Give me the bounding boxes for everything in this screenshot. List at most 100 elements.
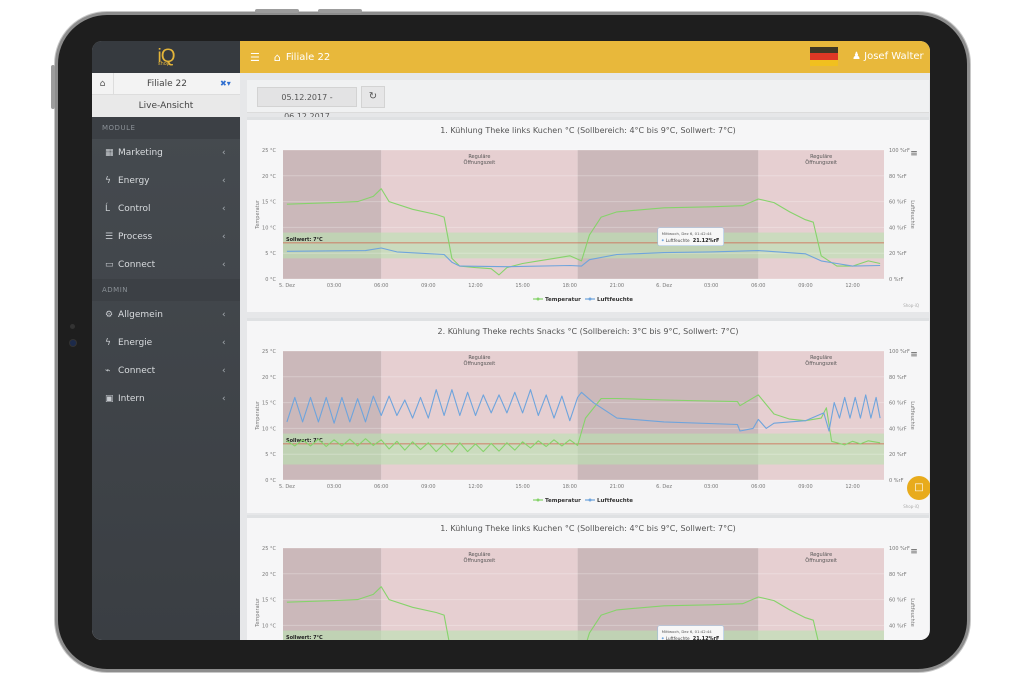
y-tick-label: 5 °C: [265, 452, 276, 458]
y2-tick-label: 20 %rF: [889, 452, 907, 458]
tools-dropdown-icon[interactable]: ✖▾: [220, 79, 231, 88]
legend-item[interactable]: Temperatur: [545, 498, 581, 504]
hamburger-icon[interactable]: ☰: [250, 50, 260, 64]
sidebar-item-process[interactable]: ☰ Process ‹: [92, 223, 240, 251]
sidebar-item-energie[interactable]: ϟ Energie ‹: [92, 329, 240, 357]
sidebar-section-label: MODULE: [92, 117, 240, 139]
logo-text: iQ: [157, 46, 176, 67]
x-tick-label: 06:00: [751, 484, 765, 490]
branch-selector[interactable]: ⌂ Filiale 22 ✖▾: [92, 73, 240, 95]
sidebar-item-label: Control: [118, 204, 151, 214]
sidebar-item-intern[interactable]: ▣ Intern ‹: [92, 385, 240, 413]
sidebar-item-marketing[interactable]: ▦ Marketing ‹: [92, 139, 240, 167]
power-button: [318, 9, 362, 13]
y-tick-label: 15 °C: [262, 401, 276, 407]
bolt-icon: ϟ: [105, 338, 111, 348]
legend-item[interactable]: Temperatur: [545, 297, 581, 303]
band-label: Reguläre: [468, 154, 490, 160]
x-tick-label: 6. Dez: [656, 283, 672, 289]
tooltip-time: Mittwoch, Dez 6, 01:42:44: [662, 231, 713, 236]
tooltip-value: 21.12%rF: [693, 636, 720, 640]
open-period-band: [758, 548, 884, 640]
sollwert-label: Sollwert: 7°C: [286, 635, 323, 640]
sidebar-item-control[interactable]: Ĺ Control ‹: [92, 195, 240, 223]
y2-tick-label: 20 %rF: [889, 251, 907, 257]
chart-menu-icon[interactable]: ≡: [910, 547, 918, 557]
screen: iQ shop ⌂ Filiale 22 ✖▾ Live-Ansicht MOD…: [92, 41, 930, 640]
legend-marker: [536, 498, 540, 502]
y-tick-label: 25 °C: [262, 349, 276, 355]
tooltip-marker: [661, 637, 664, 640]
closed-period-band: [283, 548, 382, 640]
x-tick-label: 18:00: [563, 283, 577, 289]
x-tick-label: 12:00: [468, 283, 482, 289]
gear-icon: ⚙: [105, 310, 114, 320]
x-tick-label: 03:00: [704, 484, 718, 490]
top-bar: ☰ ⌂ Filiale 22 ♟ Josef Walter: [240, 41, 930, 73]
user-icon: ♟: [852, 51, 861, 62]
legend-item[interactable]: Luftfeuchte: [597, 297, 633, 303]
live-view-link[interactable]: Live-Ansicht: [92, 95, 240, 117]
x-tick-label: 5. Dez: [279, 484, 295, 490]
tooltip-value: 21.12%rF: [693, 238, 720, 244]
sidebar-item-label: Marketing: [118, 148, 163, 158]
x-tick-label: 03:00: [704, 283, 718, 289]
german-flag-icon[interactable]: [810, 47, 838, 66]
tooltip-box: [657, 625, 725, 640]
refresh-icon: ↻: [368, 91, 378, 102]
chart-menu-icon[interactable]: ≡: [910, 350, 918, 360]
band-label: Öffnungszeit: [805, 159, 837, 166]
temperature-line: [286, 586, 819, 640]
x-tick-label: 15:00: [515, 484, 529, 490]
band-label: Öffnungszeit: [805, 360, 837, 367]
sidebar-item-label: Energie: [118, 338, 153, 348]
x-tick-label: 5. Dez: [279, 283, 295, 289]
sidebar-item-connect[interactable]: ▭ Connect ‹: [92, 251, 240, 279]
camera: [70, 340, 76, 346]
sidebar-item-connect[interactable]: ⌁ Connect ‹: [92, 357, 240, 385]
breadcrumb[interactable]: Filiale 22: [285, 51, 331, 63]
refresh-button[interactable]: ↻: [361, 86, 385, 108]
chart-menu-icon[interactable]: ≡: [910, 149, 918, 159]
y2-tick-label: 40 %rF: [889, 623, 907, 629]
home-icon[interactable]: ⌂: [92, 73, 114, 94]
y-tick-label: 10 °C: [262, 225, 276, 231]
side-button: [51, 65, 55, 109]
y-tick-label: 5 °C: [265, 251, 276, 257]
sidebar-item-label: Energy: [118, 176, 150, 186]
chevron-left-icon: ‹: [222, 148, 226, 158]
chevron-left-icon: ‹: [222, 338, 226, 348]
y2-tick-label: 80 %rF: [889, 174, 907, 180]
humidity-line: [286, 247, 881, 268]
chat-button[interactable]: □: [907, 476, 930, 500]
user-menu[interactable]: ♟ Josef Walter: [852, 41, 924, 73]
x-tick-label: 09:00: [798, 484, 812, 490]
soll-range-band: [283, 630, 884, 640]
x-tick-label: 21:00: [610, 283, 624, 289]
chat-icon: □: [914, 482, 924, 493]
x-tick-label: 03:00: [327, 283, 341, 289]
sidebar-item-energy[interactable]: ϟ Energy ‹: [92, 167, 240, 195]
volume-button: [255, 9, 299, 13]
y2-tick-label: 100 %rF: [889, 349, 910, 355]
band-label: Reguläre: [810, 552, 832, 558]
plug-icon: ⌁: [105, 366, 111, 376]
logo[interactable]: iQ shop: [92, 41, 240, 73]
y-tick-label: 10 °C: [262, 623, 276, 629]
tooltip-series: Luftfeuchte: [666, 238, 690, 243]
date-range-picker[interactable]: 05.12.2017 - 06.12.2017: [257, 87, 357, 121]
humidity-line: [286, 389, 881, 432]
y-tick-label: 25 °C: [262, 546, 276, 552]
chart-title: 1. Kühlung Theke links Kuchen °C (Sollbe…: [440, 524, 736, 533]
thermometer-icon: Ĺ: [105, 204, 111, 214]
x-tick-label: 09:00: [798, 283, 812, 289]
y2-axis-label: Luftfeuchte: [909, 598, 915, 626]
x-tick-label: 12:00: [468, 484, 482, 490]
chart-title: 2. Kühlung Theke rechts Snacks °C (Sollb…: [437, 327, 739, 336]
band-label: Reguläre: [810, 355, 832, 361]
sidebar-item-allgemein[interactable]: ⚙ Allgemein ‹: [92, 301, 240, 329]
y2-tick-label: 80 %rF: [889, 375, 907, 381]
temperature-line: [286, 394, 881, 453]
chevron-left-icon: ‹: [222, 232, 226, 242]
legend-item[interactable]: Luftfeuchte: [597, 498, 633, 504]
